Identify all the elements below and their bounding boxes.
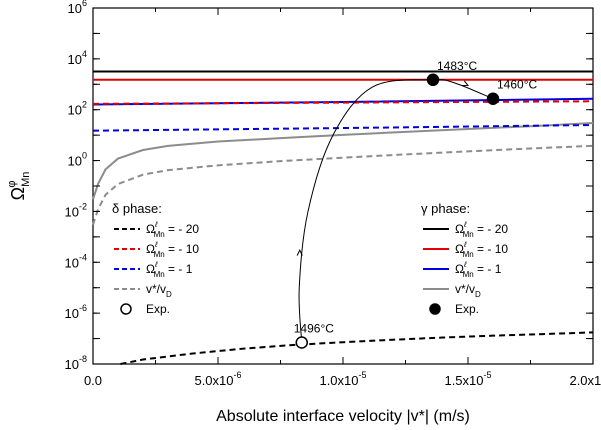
- trajectory-arrow-right: [461, 80, 470, 87]
- x-tick-label: 1.5x10-5: [444, 370, 491, 388]
- gamma-legend-label: Ωℓ Mn = - 1: [455, 260, 502, 279]
- delta-legend-label: Ωℓ Mn = - 1: [146, 260, 193, 279]
- gamma-legend-label: Ωℓ Mn = - 20: [455, 220, 508, 239]
- experimental-points-layer: 1496°C 1483°C 1460°C: [294, 59, 537, 349]
- y-tick-label: 104: [68, 49, 87, 67]
- exp-point-gamma-2: [486, 92, 500, 105]
- exp-point-label: 1496°C: [294, 322, 334, 336]
- x-tick-label: 0.0: [84, 373, 102, 388]
- y-tick-label: 100: [68, 151, 87, 169]
- series-layer: [92, 70, 594, 365]
- series-delta-line-7: [92, 144, 594, 226]
- y-tick-label: 102: [68, 100, 87, 118]
- gamma-legend-label: v*/vD: [455, 282, 481, 299]
- series-delta-line-6: [92, 124, 594, 132]
- series-delta-line-5: [92, 100, 594, 105]
- exp-point-delta-0: [295, 336, 308, 349]
- exp-point-label: 1460°C: [497, 78, 537, 92]
- y-tick-label: 10-6: [65, 303, 87, 321]
- gamma-legend-label: Exp.: [455, 302, 479, 316]
- gamma-legend-marker: [429, 303, 441, 315]
- delta-legend-label: v*/vD: [146, 282, 172, 299]
- x-tick-label: 5.0x10-6: [194, 370, 241, 388]
- y-tick-label: 10-4: [65, 252, 87, 270]
- delta-legend-marker: [120, 303, 132, 315]
- series-gamma-line-3: [92, 122, 594, 200]
- exp-point-label: 1483°C: [437, 59, 477, 73]
- x-tick-label: 1.0x10-5: [319, 370, 366, 388]
- y-tick-label: 10-2: [65, 201, 87, 219]
- x-axis-title: Absolute interface velocity |v*| (m/s): [216, 408, 470, 425]
- x-tick-label: 2.0x10-5: [569, 370, 601, 388]
- series-delta-line-4: [120, 331, 594, 365]
- delta-legend-title: δ phase:: [112, 201, 162, 216]
- delta-legend-label: Exp.: [146, 302, 170, 316]
- trajectory-curve: [298, 79, 494, 343]
- delta-legend-label: Ωℓ Mn = - 10: [146, 240, 199, 259]
- gamma-legend-title: γ phase:: [421, 201, 470, 216]
- exp-point-gamma-1: [426, 73, 440, 87]
- trajectory-layer: [296, 79, 494, 343]
- y-tick-label: 106: [68, 0, 87, 16]
- gamma-legend-label: Ωℓ Mn = - 10: [455, 240, 508, 259]
- tick-layer: 10-8 10-6 10-4 10-2 100 102 104 106 0.0 5.0x10-6 1…: [65, 0, 601, 388]
- trajectory-arrow-up: [296, 249, 303, 256]
- delta-legend-label: Ωℓ Mn = - 20: [146, 220, 199, 239]
- axis-title-layer: Absolute interface velocity |v*| (m/s) ΩM…: [6, 172, 470, 425]
- y-tick-label: 10-8: [65, 354, 87, 372]
- y-axis-title: ΩMnφ: [6, 172, 32, 201]
